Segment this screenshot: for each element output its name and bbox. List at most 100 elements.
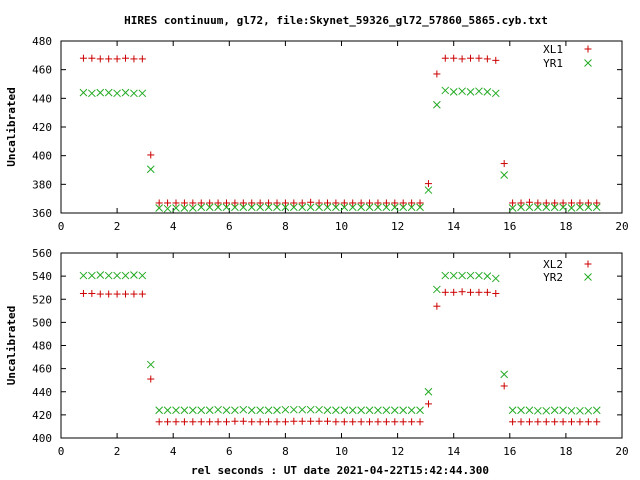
data-point: [281, 203, 290, 212]
data-point: [222, 418, 230, 426]
data-point: [475, 288, 483, 296]
series-YR2: [79, 271, 601, 415]
data-point: [214, 405, 222, 414]
data-point: [172, 204, 180, 212]
data-point: [180, 199, 188, 207]
data-point: [542, 406, 551, 415]
data-point: [525, 198, 533, 206]
data-point: [265, 199, 273, 207]
data-point: [231, 203, 239, 212]
x-tick-label: 8: [282, 445, 289, 458]
data-point: [584, 203, 593, 212]
x-tick-label: 4: [170, 445, 177, 458]
legend-marker: [584, 59, 592, 67]
data-point: [138, 290, 146, 298]
data-point: [542, 418, 550, 426]
y-tick-label: 520: [32, 293, 52, 306]
data-point: [105, 55, 113, 63]
x-axis-label: rel seconds : UT date 2021-04-22T15:42:4…: [191, 464, 489, 477]
data-point: [450, 288, 458, 296]
data-point: [172, 418, 180, 426]
data-point: [366, 199, 374, 207]
data-point: [593, 418, 601, 426]
data-point: [491, 274, 500, 283]
data-point: [559, 418, 567, 426]
data-point: [382, 406, 391, 415]
y-tick-label: 460: [32, 363, 52, 376]
y-axis-label: Uncalibrated: [5, 87, 18, 166]
data-point: [483, 55, 491, 63]
data-point: [517, 418, 525, 426]
legend-label: YR2: [543, 271, 563, 284]
top-panel: 0 2 4 6 8 10 12 14 16 18 20 360 380 400 420 440 460 480 Un…: [5, 35, 629, 233]
legend-marker: [584, 45, 592, 53]
x-tick-label: 16: [503, 220, 516, 233]
data-point: [290, 199, 298, 207]
data-point: [500, 382, 508, 390]
legend-label: YR1: [543, 57, 563, 70]
data-point: [172, 406, 180, 415]
x-tick-label: 18: [559, 220, 572, 233]
data-point: [576, 199, 584, 207]
data-point: [298, 417, 306, 425]
data-point: [433, 100, 441, 109]
data-point: [138, 55, 146, 63]
data-point: [475, 271, 483, 280]
x-tick-label: 8: [282, 220, 289, 233]
data-point: [576, 203, 584, 212]
data-point: [517, 199, 525, 207]
data-point: [205, 406, 214, 415]
data-point: [349, 199, 357, 207]
y-tick-label: 460: [32, 64, 52, 77]
data-point: [525, 406, 534, 415]
data-point: [475, 54, 483, 62]
data-point: [315, 405, 323, 414]
data-point: [332, 406, 340, 415]
data-point: [256, 406, 265, 415]
data-point: [147, 375, 155, 383]
data-point: [391, 199, 399, 207]
data-point: [592, 406, 601, 415]
data-point: [113, 290, 121, 298]
data-point: [551, 199, 559, 207]
x-tick-label: 2: [114, 445, 121, 458]
data-point: [349, 418, 357, 426]
data-point: [231, 417, 239, 425]
y-axis-label: Uncalibrated: [5, 306, 18, 385]
data-point: [576, 418, 584, 426]
data-point: [88, 289, 96, 297]
data-point: [332, 203, 340, 212]
data-point: [113, 89, 121, 98]
data-point: [197, 406, 206, 415]
data-point: [340, 418, 348, 426]
data-point: [307, 417, 315, 425]
data-point: [239, 203, 248, 212]
data-point: [88, 89, 96, 98]
data-point: [416, 418, 424, 426]
x-tick-label: 10: [335, 445, 348, 458]
data-point: [550, 203, 559, 212]
data-point: [206, 199, 214, 207]
data-point: [79, 289, 87, 297]
data-point: [332, 418, 340, 426]
data-point: [146, 360, 155, 369]
data-point: [315, 417, 323, 425]
data-point: [248, 418, 256, 426]
data-point: [508, 204, 517, 212]
data-point: [567, 406, 576, 415]
data-point: [222, 203, 231, 212]
data-point: [399, 203, 408, 212]
data-point: [138, 271, 147, 280]
x-tick-label: 0: [58, 445, 65, 458]
data-point: [508, 406, 517, 415]
data-point: [357, 418, 365, 426]
data-point: [130, 55, 138, 63]
data-point: [281, 405, 290, 414]
data-point: [559, 406, 567, 415]
data-point: [407, 406, 416, 415]
chart-title: HIRES continuum, gl72, file:Skynet_59326…: [124, 14, 548, 27]
data-point: [298, 203, 307, 212]
data-point: [366, 418, 374, 426]
data-point: [248, 199, 256, 207]
data-point: [466, 88, 475, 96]
